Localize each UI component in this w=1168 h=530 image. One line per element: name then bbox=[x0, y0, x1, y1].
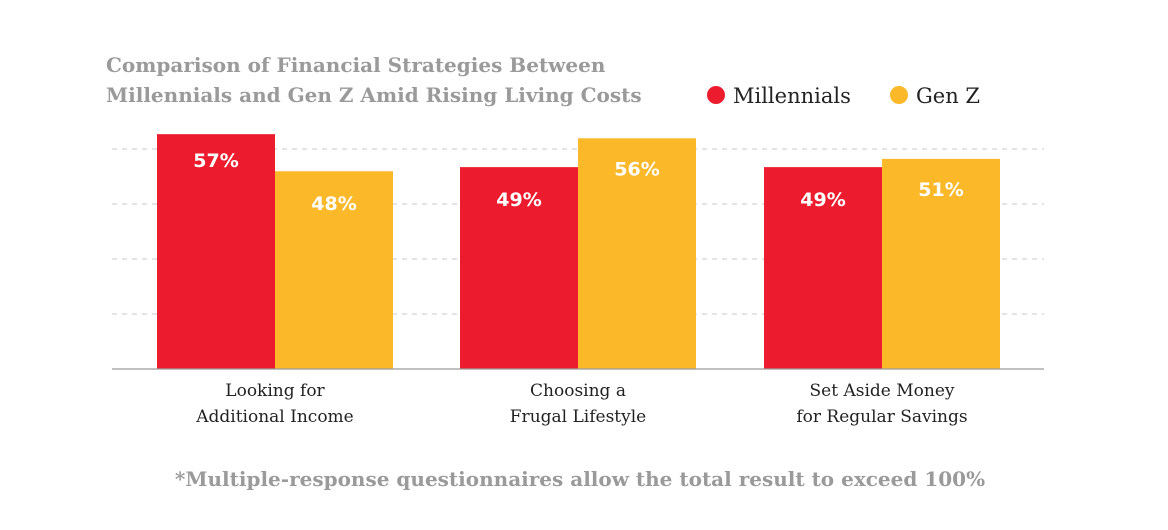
legend-marker-gen-z bbox=[890, 86, 908, 104]
bar-millennials-3 bbox=[764, 167, 882, 369]
data-label-gen-z-3: 51% bbox=[918, 179, 963, 201]
bar-gen-z-1 bbox=[275, 171, 393, 369]
chart-title: Comparison of Financial Strategies Betwe… bbox=[106, 53, 642, 107]
bar-gen-z-2 bbox=[578, 138, 696, 369]
bar-millennials-2 bbox=[460, 167, 578, 369]
data-label-gen-z-2: 56% bbox=[614, 158, 659, 180]
chart-title-line-2: Millennials and Gen Z Amid Rising Living… bbox=[106, 83, 642, 107]
bar-gen-z-3 bbox=[882, 158, 1000, 369]
chart-title-line-1: Comparison of Financial Strategies Betwe… bbox=[106, 53, 606, 77]
x-tick-label-1-line-2: Additional Income bbox=[195, 407, 354, 427]
data-label-millennials-2: 49% bbox=[496, 189, 541, 211]
x-tick-label-3-line-2: for Regular Savings bbox=[796, 407, 967, 427]
x-tick-label-1-line-1: Looking for bbox=[225, 381, 325, 401]
chart-legend: Millennials Gen Z bbox=[707, 84, 980, 108]
x-tick-label-2-line-1: Choosing a bbox=[530, 381, 626, 401]
data-label-gen-z-1: 48% bbox=[311, 193, 356, 215]
x-tick-label-3-line-1: Set Aside Money bbox=[810, 381, 955, 401]
chart-bars bbox=[157, 134, 1000, 369]
x-tick-label-2-line-2: Frugal Lifestyle bbox=[510, 407, 646, 427]
data-label-millennials-3: 49% bbox=[800, 189, 845, 211]
legend-label-millennials: Millennials bbox=[733, 84, 851, 108]
chart-value-labels: 57% 48% 49% 56% 49% 51% bbox=[193, 150, 963, 215]
legend-marker-millennials bbox=[707, 86, 725, 104]
bar-millennials-1 bbox=[157, 134, 275, 369]
footnote: *Multiple-response questionnaires allow … bbox=[175, 467, 985, 491]
legend-label-gen-z: Gen Z bbox=[916, 84, 980, 108]
data-label-millennials-1: 57% bbox=[193, 150, 238, 172]
x-axis-tick-labels: Looking for Additional Income Choosing a Fr… bbox=[195, 381, 967, 427]
